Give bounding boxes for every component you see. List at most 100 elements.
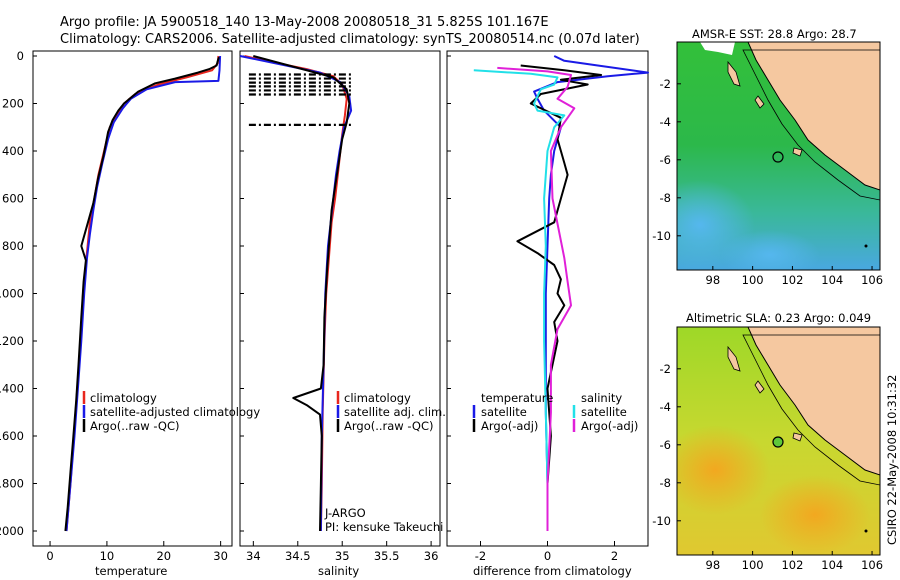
map-y-tick-label: -8 <box>660 191 671 205</box>
salinity-panel-frame <box>239 50 441 547</box>
salinity-qc-dashes <box>248 73 352 126</box>
sla-map <box>677 327 880 555</box>
difference-axis-ticks: -2 0 2 <box>475 541 618 563</box>
sla-map-ticks: 98 100 102 104 106 -2 -4 -6 -8 -10 <box>652 362 883 572</box>
footer-timestamp: CSIRO 22-May-2008 10:31:32 <box>885 375 899 546</box>
sst-map-frame <box>676 41 881 271</box>
legend-temp-satellite-label: satellite <box>481 405 527 419</box>
sla-map-frame <box>676 326 881 556</box>
float-program-note: J-ARGO <box>324 506 366 520</box>
map-x-tick-label: 102 <box>781 558 803 572</box>
argo-location-marker <box>772 436 784 448</box>
x-tick-label: 35.5 <box>374 549 400 563</box>
sst-map-ticks: 98 100 102 104 106 -2 -4 -6 -8 -10 <box>652 77 883 287</box>
island <box>792 147 803 157</box>
map-y-tick-label: -10 <box>652 514 671 528</box>
sst-map-title: AMSR-E SST: 28.8 Argo: 28.7 <box>692 27 857 41</box>
depth-tick-label: 0 <box>17 49 24 63</box>
temperature-argo-diff-line <box>516 64 603 531</box>
x-tick-label: -2 <box>475 549 486 563</box>
difference-profiles <box>473 55 649 531</box>
depth-tick-label: 400 <box>2 144 24 158</box>
x-tick-label: 20 <box>156 549 171 563</box>
salinity-climatology-line <box>244 55 348 532</box>
sst-cool-patch <box>720 230 820 270</box>
map-y-tick-label: -8 <box>660 476 671 490</box>
salinity-legend: climatology satellite adj. clim. Argo(..… <box>324 391 446 534</box>
salinity-satellite-line <box>239 55 353 532</box>
temperature-axis-label: temperature <box>95 564 167 578</box>
x-tick-label: 34.5 <box>285 549 311 563</box>
temperature-argo-line <box>64 56 220 532</box>
difference-legend: temperature satellite Argo(-adj) salinit… <box>472 391 638 433</box>
x-tick-label: 34 <box>246 549 261 563</box>
depth-tick-label: 1800 <box>0 477 24 491</box>
map-y-tick-label: -4 <box>660 115 671 129</box>
sst-map <box>677 42 880 270</box>
island <box>727 345 741 372</box>
legend-argo-label: Argo(..raw -QC) <box>90 419 180 433</box>
map-y-tick-label: -6 <box>660 153 671 167</box>
difference-axis-label: difference from climatology <box>473 564 632 578</box>
map-x-tick-label: 100 <box>742 273 764 287</box>
x-tick-label: 30 <box>213 549 228 563</box>
salinity-argo-diff-line <box>497 66 576 531</box>
map-x-tick-label: 98 <box>706 558 721 572</box>
legend-salinity-heading: salinity <box>581 391 622 405</box>
title-line-1: Argo profile: JA 5900518_140 13-May-2008… <box>60 15 549 30</box>
no-data-patch <box>700 42 735 55</box>
shelf-contour <box>742 334 880 486</box>
sumatra-land <box>747 327 880 476</box>
island <box>864 244 868 248</box>
temperature-climatology-line <box>65 55 220 532</box>
map-y-tick-label: -2 <box>660 77 671 91</box>
map-x-tick-label: 104 <box>821 273 843 287</box>
depth-axis: 0 200 400 600 800 1000 1200 1400 1600 1800 2000 <box>0 49 451 538</box>
temperature-satellite-line <box>65 55 222 532</box>
temperature-panel-frame <box>32 50 233 547</box>
legend-temperature-heading: temperature <box>481 391 553 405</box>
legend-satellite-label: satellite adj. clim. <box>344 405 446 419</box>
map-y-tick-label: -2 <box>660 362 671 376</box>
salinity-axis-ticks: 34 34.5 35 35.5 36 <box>246 541 438 563</box>
x-tick-label: 2 <box>611 549 618 563</box>
depth-tick-label: 600 <box>2 192 24 206</box>
float-pi-note: PI: kensuke Takeuchi <box>325 520 443 534</box>
temperature-satellite-diff-line <box>533 55 649 531</box>
island <box>754 380 765 394</box>
salinity-profiles <box>239 55 353 532</box>
map-y-tick-label: -10 <box>652 229 671 243</box>
island <box>864 529 868 533</box>
depth-tick-label: 800 <box>2 239 24 253</box>
map-x-tick-label: 98 <box>706 273 721 287</box>
depth-tick-label: 1400 <box>0 382 24 396</box>
legend-argo-label: Argo(..raw -QC) <box>344 419 434 433</box>
island <box>792 432 803 442</box>
legend-temp-argo-label: Argo(-adj) <box>481 419 538 433</box>
sla-map-title: Altimetric SLA: 0.23 Argo: 0.049 <box>686 311 871 325</box>
map-y-tick-label: -6 <box>660 438 671 452</box>
temperature-legend: climatology satellite-adjusted climatolo… <box>82 391 260 433</box>
shelf-contour <box>742 49 880 201</box>
salinity-argo-line <box>253 55 351 532</box>
sla-high-patch <box>677 425 770 515</box>
depth-tick-label: 1000 <box>0 287 24 301</box>
depth-tick-label: 200 <box>2 97 24 111</box>
x-tick-label: 10 <box>100 549 115 563</box>
temperature-profiles <box>64 55 222 532</box>
x-tick-label: 0 <box>46 549 53 563</box>
argo-location-marker <box>772 151 784 163</box>
map-y-tick-label: -4 <box>660 400 671 414</box>
legend-satellite-label: satellite-adjusted climatology <box>90 405 260 419</box>
sla-high-patch <box>760 475 870 555</box>
title-line-2: Climatology: CARS2006. Satellite-adjuste… <box>60 32 640 47</box>
depth-tick-label: 1200 <box>0 334 24 348</box>
legend-sal-satellite-label: satellite <box>581 405 627 419</box>
sumatra-land <box>747 42 880 191</box>
depth-tick-label: 2000 <box>0 524 24 538</box>
legend-sal-argo-label: Argo(-adj) <box>581 419 638 433</box>
x-tick-label: 35 <box>335 549 350 563</box>
depth-tick-label: 1600 <box>0 429 24 443</box>
x-tick-label: 36 <box>424 549 439 563</box>
